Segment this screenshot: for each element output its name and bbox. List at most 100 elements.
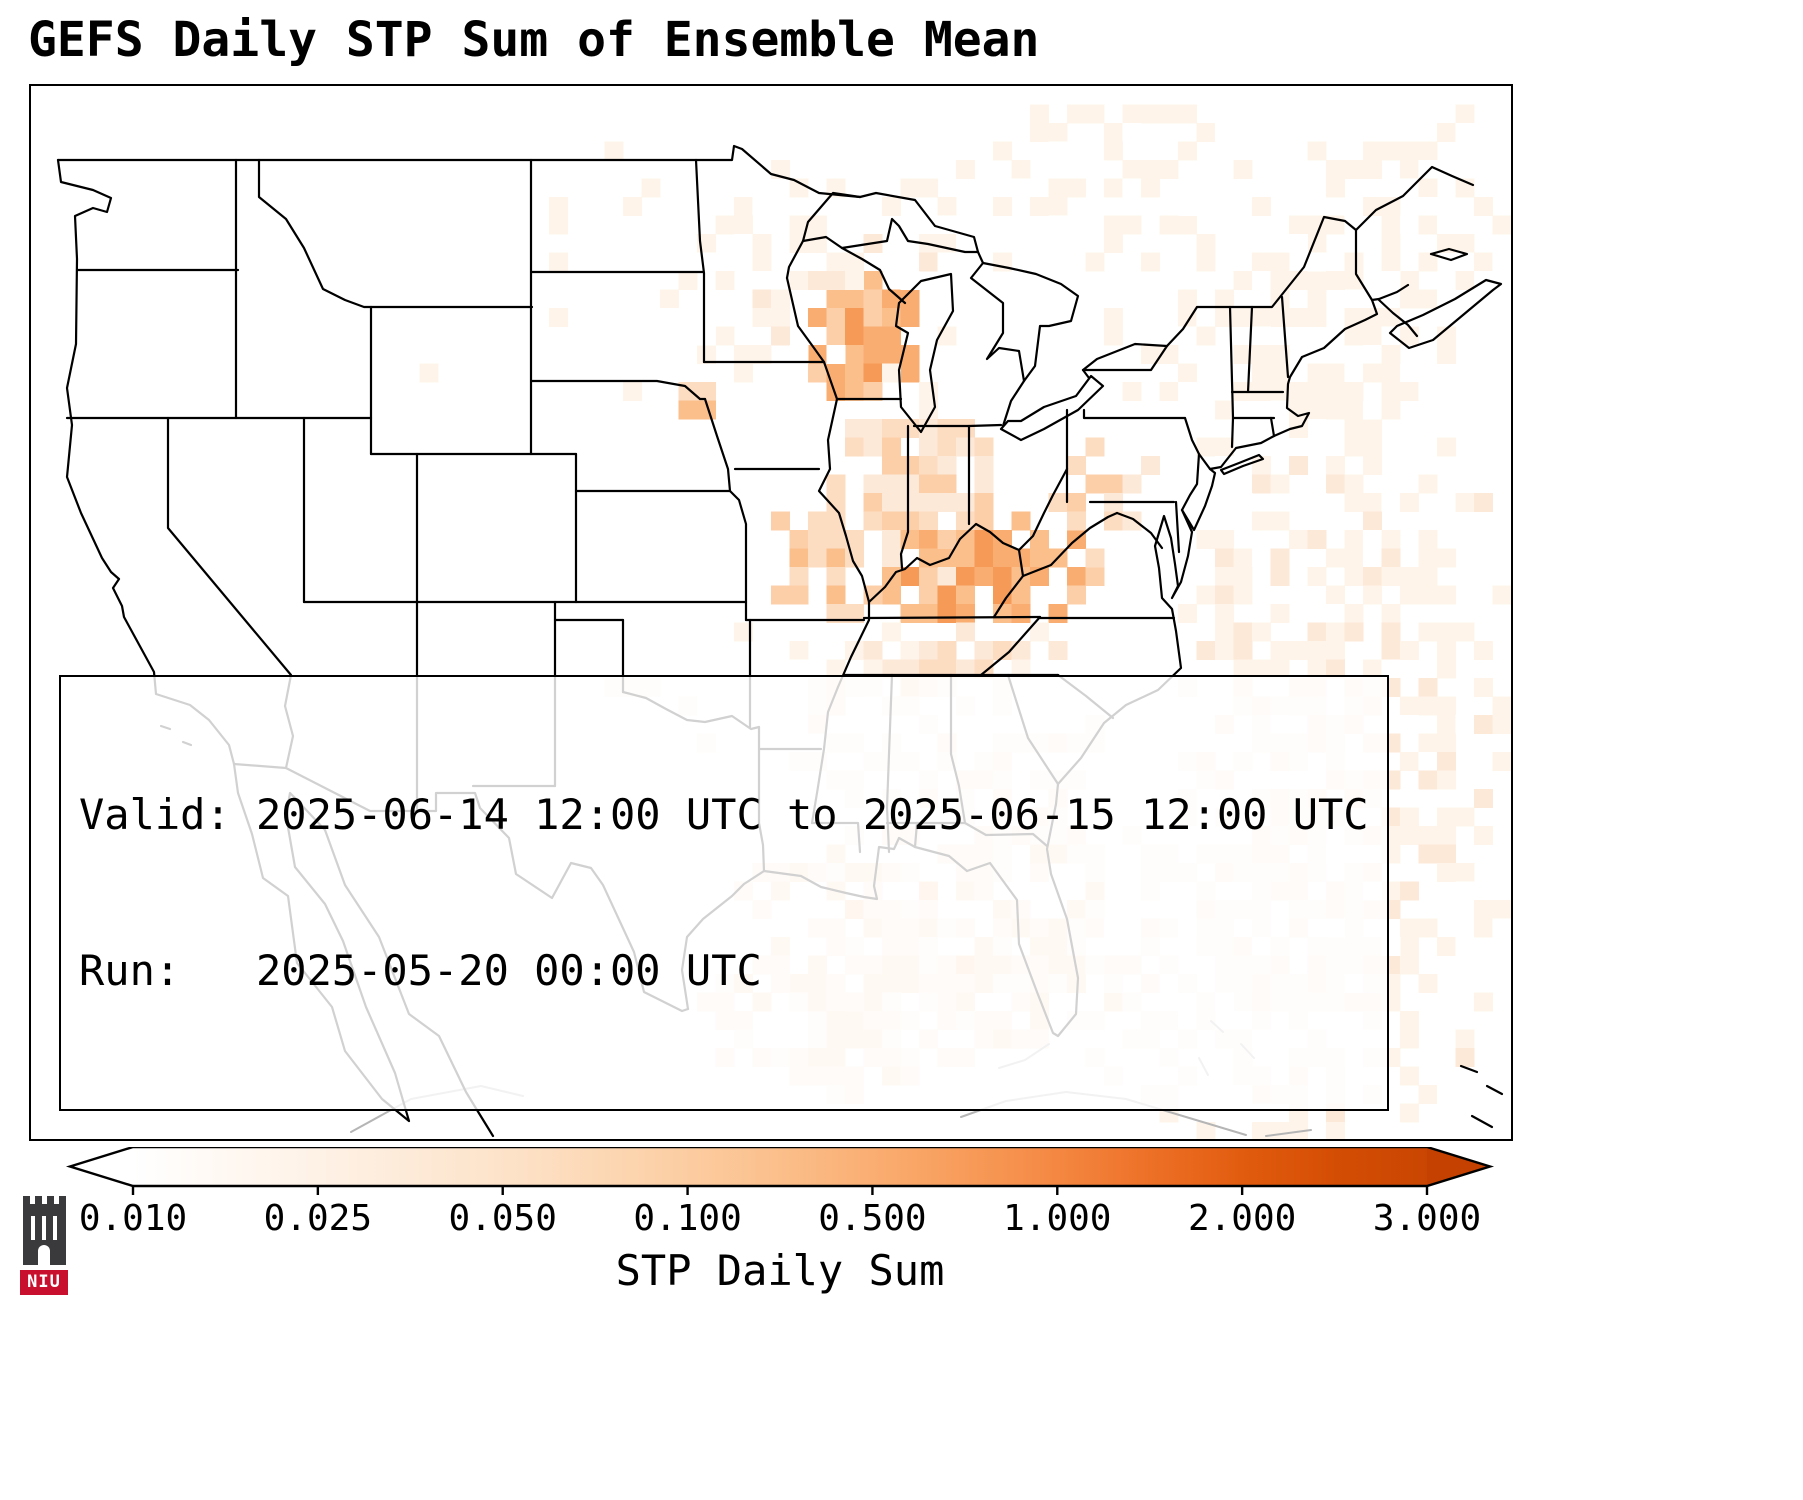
- heat-cell: [752, 234, 772, 253]
- heat-cell: [1363, 308, 1382, 327]
- heat-cell: [1326, 585, 1345, 605]
- heat-cell: [1437, 696, 1456, 716]
- heat-cell: [826, 252, 846, 272]
- heat-cell: [937, 659, 957, 679]
- map-outline-path: [56, 144, 862, 199]
- heat-cell: [530, 178, 550, 198]
- heat-cell: [1104, 234, 1123, 253]
- heat-cell: [623, 567, 642, 586]
- heat-cell: [771, 641, 790, 660]
- heat-cell: [1437, 770, 1456, 790]
- heat-cell: [1011, 511, 1031, 531]
- heat-cell: [1307, 141, 1327, 161]
- heat-cell: [1104, 178, 1123, 198]
- heat-cell: [1159, 197, 1179, 216]
- heat-cell: [1085, 437, 1105, 457]
- heat-cell: [1474, 826, 1493, 845]
- heat-cell: [1344, 622, 1364, 642]
- heat-cell: [530, 215, 550, 235]
- heat-cell: [1381, 86, 1401, 105]
- heat-cell: [1122, 345, 1142, 364]
- heat-cell: [1233, 659, 1253, 679]
- heat-cell: [937, 585, 957, 605]
- colorbar-tick-label: 0.500: [818, 1198, 927, 1239]
- heat-cell: [900, 456, 920, 475]
- heat-cell: [1344, 567, 1364, 586]
- heat-cell: [826, 474, 846, 494]
- heat-cell: [1326, 604, 1345, 623]
- heat-cell: [1289, 474, 1308, 494]
- heat-cell: [456, 363, 476, 383]
- heat-cell: [1344, 548, 1364, 568]
- map-outline-path: [1377, 298, 1419, 338]
- heat-cell: [752, 252, 772, 272]
- heat-cell: [956, 548, 975, 568]
- heat-cell: [660, 308, 679, 327]
- heat-cell: [475, 382, 494, 401]
- heat-cell: [1363, 345, 1382, 364]
- heat-cell: [1418, 215, 1438, 235]
- map-outline-path: [530, 379, 707, 401]
- heat-cell: [1326, 104, 1345, 124]
- map-outline-path: [979, 615, 1042, 677]
- heat-cell: [1363, 104, 1382, 124]
- heat-cell: [1437, 234, 1456, 253]
- heat-cell: [1215, 437, 1234, 457]
- map-outline-path: [1459, 1064, 1479, 1074]
- heat-cell: [1011, 604, 1031, 623]
- heat-cell: [789, 530, 809, 549]
- heat-cell: [900, 178, 920, 198]
- heat-cell: [1252, 474, 1271, 494]
- heat-cell: [1400, 807, 1419, 827]
- heat-cell: [1400, 1103, 1419, 1123]
- heat-cell: [919, 252, 938, 272]
- heat-cell: [882, 437, 901, 457]
- heat-cell: [1104, 308, 1123, 327]
- heat-cell: [623, 382, 642, 401]
- heat-cell: [826, 289, 846, 309]
- heat-cell: [1307, 659, 1327, 679]
- heat-cell: [1455, 1029, 1475, 1049]
- heat-cell: [1104, 141, 1123, 161]
- heat-cell: [826, 585, 846, 605]
- heat-cell: [1196, 308, 1216, 327]
- heat-cell: [549, 252, 568, 272]
- heat-cell: [1418, 1048, 1438, 1067]
- heat-cell: [586, 252, 605, 272]
- heat-cell: [1270, 511, 1290, 531]
- heat-cell: [937, 641, 957, 660]
- heat-cell: [1011, 567, 1031, 586]
- heat-cell: [1011, 641, 1031, 660]
- heat-cell: [1400, 789, 1419, 808]
- heat-cell: [752, 271, 772, 290]
- heat-cell: [752, 289, 772, 309]
- heat-cell: [1252, 548, 1271, 568]
- heat-cell: [1011, 659, 1031, 679]
- heat-cell: [734, 363, 753, 383]
- heat-cell: [456, 437, 476, 457]
- colorbar-tick-marks: [131, 1186, 1429, 1195]
- heat-cell: [1381, 659, 1401, 679]
- heat-cell: [900, 659, 920, 679]
- heat-cell: [715, 252, 735, 272]
- map-outline-path: [785, 239, 805, 280]
- map-outline-path: [1485, 1084, 1504, 1096]
- heat-cell: [808, 271, 827, 290]
- heat-cell: [1233, 308, 1253, 327]
- heat-cell: [1215, 197, 1234, 216]
- heat-cell: [1252, 511, 1271, 531]
- heat-cell: [974, 530, 994, 549]
- heat-cell: [1289, 215, 1308, 235]
- heat-cell: [937, 567, 957, 586]
- heat-cell: [1178, 641, 1197, 660]
- heat-cell: [1141, 160, 1160, 179]
- heat-cell: [1400, 104, 1419, 124]
- heat-cell: [1363, 123, 1382, 142]
- heat-cell: [1307, 437, 1327, 457]
- heat-cell: [900, 400, 920, 420]
- heat-cell: [1141, 252, 1160, 272]
- heat-cell: [919, 511, 938, 531]
- heat-cell: [1196, 437, 1216, 457]
- heat-cell: [1215, 548, 1234, 568]
- heat-cell: [1344, 271, 1364, 290]
